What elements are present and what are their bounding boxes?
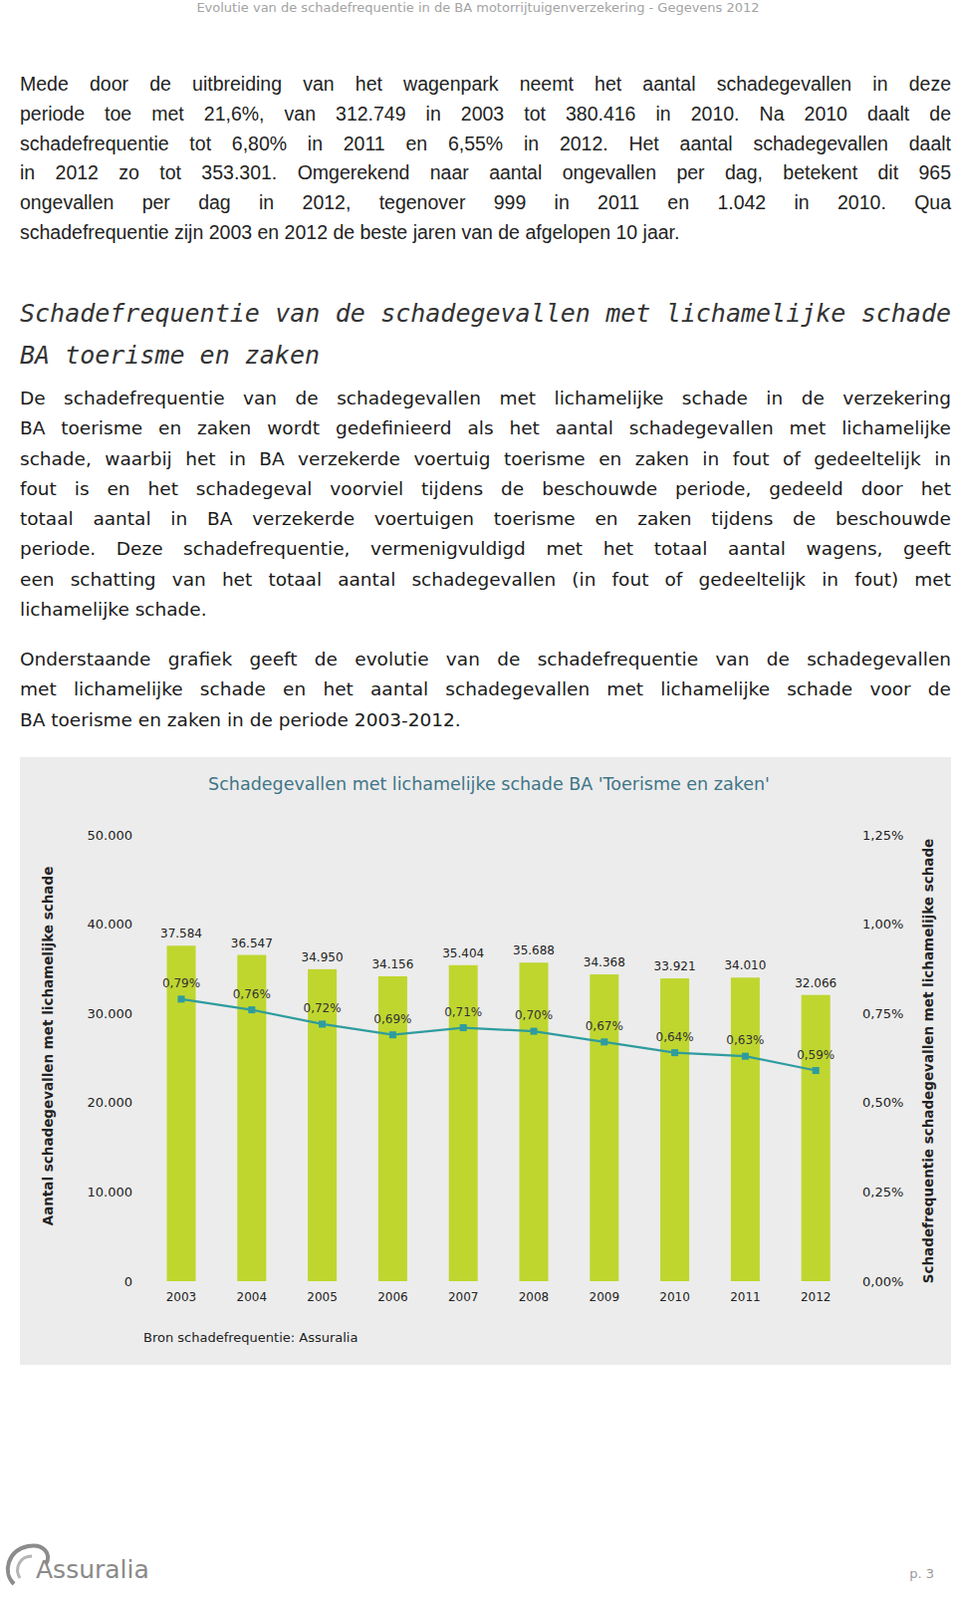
y-tick-label: 30.000 (87, 1005, 134, 1021)
bar-label: 37.584 (160, 926, 203, 941)
y-tick-label: 50.000 (87, 827, 134, 843)
line (181, 998, 816, 1071)
data-labels: 37.584 36.547 34.950 34.156 35.404 35.688 34.3… (160, 926, 837, 1061)
line-label: 0,79% (162, 975, 201, 990)
text-line: Mede door de uitbreiding van het wagenpa… (19, 69, 952, 100)
marker (460, 1023, 468, 1031)
line-label: 0,76% (233, 986, 271, 1001)
bar-label: 35.688 (512, 943, 555, 957)
chart-background (19, 756, 952, 1365)
x-tick-label: 2008 (518, 1289, 550, 1304)
text-line: in 2012 zo tot 353.301. Omgerekend naar … (19, 158, 952, 189)
bar (660, 977, 690, 1281)
x-tick-label: 2012 (800, 1289, 832, 1304)
marker (247, 1005, 255, 1013)
text-line: ongevallen per dag in 2012, tegenover 99… (19, 188, 952, 219)
chart-title: Schadegevallen met lichamelijke schade B… (208, 773, 770, 794)
text-line: Schadefrequentie van de schadegevallen m… (19, 292, 952, 335)
y-tick-label: 10.000 (87, 1184, 134, 1199)
logo-swirl (17, 1555, 32, 1578)
line-label: 0,67% (585, 1018, 624, 1033)
marker (741, 1052, 749, 1060)
paragraph: De schadefrequentie van de schadegevalle… (19, 383, 952, 625)
marker (530, 1027, 538, 1035)
text-line: schade, waarbij het in BA verzekerde voe… (19, 444, 952, 475)
bar-label: 35.404 (442, 946, 484, 960)
bar-label: 33.921 (654, 958, 697, 973)
line-label: 0,64% (656, 1029, 695, 1044)
marker (671, 1048, 679, 1056)
x-tick-label: 2010 (659, 1289, 691, 1304)
logo-text: Assuralia (35, 1554, 150, 1584)
y-tick-label: 40.000 (87, 916, 134, 932)
line-label: 0,59% (796, 1047, 835, 1062)
text-line: BA toerisme en zaken (19, 334, 952, 377)
x-tick-label: 2006 (377, 1289, 409, 1304)
y2-tick-label: 0,25% (862, 1184, 904, 1199)
x-tick-label: 2005 (306, 1289, 338, 1304)
bar-label: 34.156 (371, 956, 414, 971)
bar (801, 994, 831, 1281)
x-tick-label: 2011 (729, 1289, 761, 1304)
y2-tick-label: 0,75% (862, 1005, 904, 1021)
x-tick-label: 2004 (237, 1289, 268, 1304)
x-tick-label: 2007 (448, 1289, 479, 1304)
y2-tick-label: 1,25% (862, 827, 904, 843)
section-heading: Schadefrequentie van de schadegevallen m… (19, 292, 952, 377)
page-number: p. 3 (909, 1565, 935, 1581)
line-label: 0,69% (373, 1011, 412, 1026)
bar (237, 955, 266, 1281)
text-line: schadefrequentie zijn 2003 en 2012 de be… (19, 218, 952, 248)
bar-label: 34.368 (583, 955, 626, 969)
plot-marks (166, 945, 830, 1281)
marker (389, 1030, 397, 1038)
text-line: Onderstaande grafiek geeft de evolutie v… (19, 644, 952, 675)
y2-axis-title: Schadefrequentie schadegevallen met lich… (920, 838, 937, 1283)
paragraph: Mede door de uitbreiding van het wagenpa… (19, 69, 952, 248)
marker (600, 1037, 608, 1045)
page-header: Evolutie van de schadefrequentie in de B… (0, 0, 956, 15)
line-label: 0,70% (514, 1007, 553, 1022)
paragraph: Onderstaande grafiek geeft de evolutie v… (19, 644, 952, 735)
text-line: lichamelijke schade. (19, 594, 952, 625)
line-label: 0,63% (725, 1032, 764, 1047)
bar (730, 976, 760, 1281)
y2-tick-label: 0,50% (862, 1094, 904, 1110)
y2-tick-label: 0,00% (862, 1273, 904, 1289)
source-note: Bron schadefrequentie: Assuralia (143, 1329, 358, 1345)
text-line: schadefrequentie tot 6,80% in 2011 en 6,… (19, 129, 952, 160)
y-tick-label: 20.000 (87, 1094, 134, 1110)
line-label: 0,71% (444, 1004, 482, 1019)
bar-label: 32.066 (794, 975, 837, 990)
text-line: periode. Deze schadefrequentie, vermenig… (19, 533, 952, 564)
marker (178, 994, 186, 1002)
text-line: De schadefrequentie van de schadegevalle… (19, 383, 952, 414)
text-line: periode toe met 21,6%, van 312.749 in 20… (19, 99, 952, 130)
text-line: BA toerisme en zaken in de periode 2003-… (19, 705, 952, 735)
bar (307, 968, 337, 1281)
marker (812, 1066, 820, 1074)
marker (318, 1019, 326, 1027)
bar-label: 34.010 (723, 957, 766, 972)
x-tick-label: 2003 (166, 1289, 198, 1304)
bar-label: 34.950 (301, 950, 344, 964)
bar-label: 36.547 (231, 936, 273, 951)
text-line: fout is en het schadegeval voorviel tijd… (19, 474, 952, 504)
text-line: BA toerisme en zaken wordt gedefinieerd … (19, 413, 952, 444)
text-line: met lichamelijke schade en het aantal sc… (19, 674, 952, 705)
bar (166, 945, 196, 1281)
text-line: totaal aantal in BA verzekerde voertuige… (19, 503, 952, 534)
y-axis-title: Aantal schadegevallen met lichamelijke s… (39, 866, 56, 1226)
text-line: een schatting van het totaal aantal scha… (19, 564, 952, 595)
y-tick-label: 0 (124, 1273, 133, 1289)
x-tick-label: 2009 (589, 1289, 621, 1304)
y2-tick-label: 1,00% (862, 916, 904, 932)
line-label: 0,72% (303, 1000, 342, 1015)
